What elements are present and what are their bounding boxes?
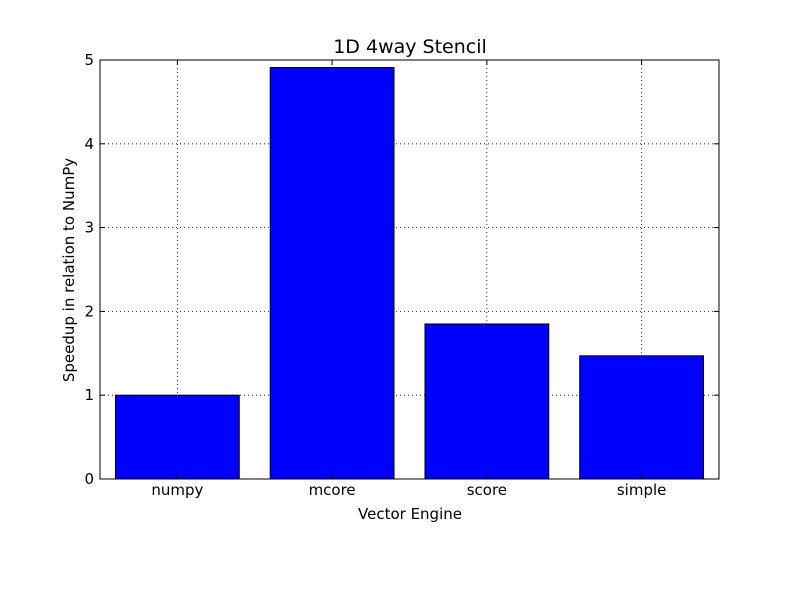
y-tick-label: 1 xyxy=(84,386,94,404)
y-tick-label: 4 xyxy=(84,135,94,153)
bar-numpy xyxy=(114,394,240,480)
y-tick-label: 5 xyxy=(84,51,94,69)
plot-frame xyxy=(99,59,720,480)
chart-title: 1D 4way Stencil xyxy=(333,36,487,58)
bar-simple xyxy=(579,355,705,480)
y-tick-label: 0 xyxy=(84,470,94,488)
x-tick-label: numpy xyxy=(151,481,203,499)
x-tick-label: mcore xyxy=(309,481,356,499)
y-tick-label: 3 xyxy=(84,219,94,237)
bar-mcore xyxy=(269,67,395,480)
x-axis-label: Vector Engine xyxy=(358,505,462,523)
x-tick-label: simple xyxy=(617,481,667,499)
bar-score xyxy=(424,323,550,480)
bars xyxy=(114,67,705,480)
y-axis-label: Speedup in relation to NumPy xyxy=(60,158,78,382)
x-tick-label: score xyxy=(467,481,507,499)
ticks: 0 1 2 3 4 5 numpy mcore score simple xyxy=(84,51,719,499)
y-tick-label: 2 xyxy=(84,302,94,320)
